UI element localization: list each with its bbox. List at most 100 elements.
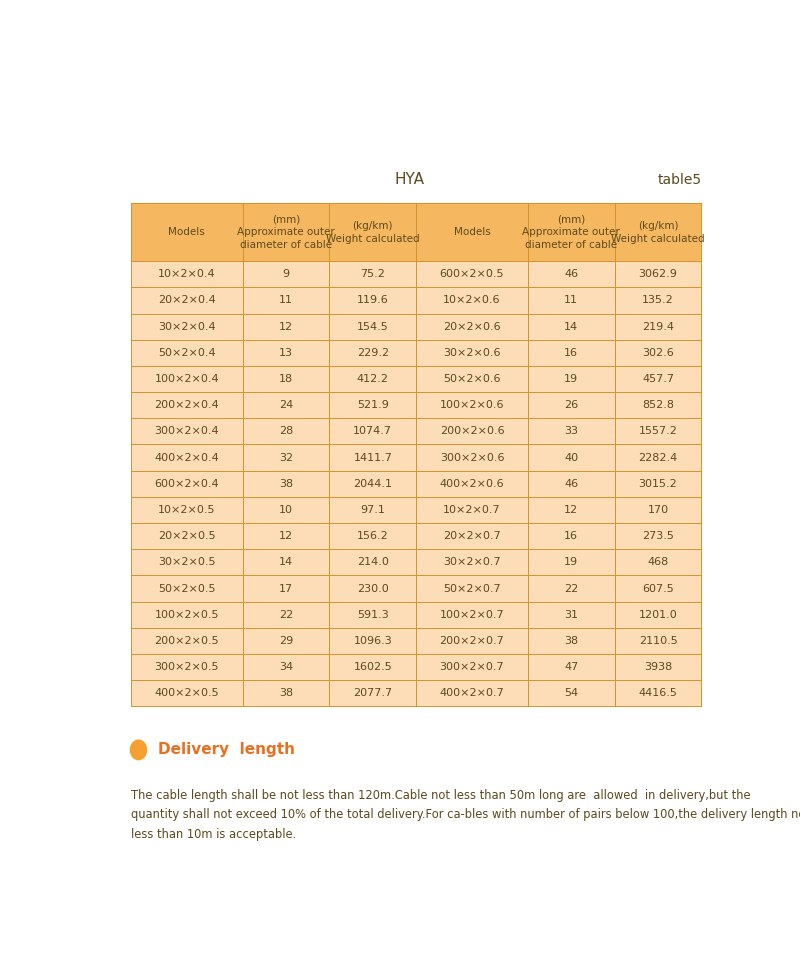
Text: 40: 40 xyxy=(564,452,578,462)
Text: Models: Models xyxy=(169,227,205,237)
Text: (kg/km)
Weight calculated: (kg/km) Weight calculated xyxy=(611,220,705,244)
Text: 607.5: 607.5 xyxy=(642,583,674,594)
Text: 14: 14 xyxy=(279,558,293,567)
Text: 13: 13 xyxy=(279,348,293,358)
Text: 154.5: 154.5 xyxy=(357,322,389,332)
Text: 400×2×0.6: 400×2×0.6 xyxy=(440,479,504,488)
Text: 200×2×0.4: 200×2×0.4 xyxy=(154,400,219,410)
Text: 20×2×0.4: 20×2×0.4 xyxy=(158,295,216,305)
Bar xyxy=(131,204,702,706)
Text: 19: 19 xyxy=(564,558,578,567)
Text: 30×2×0.7: 30×2×0.7 xyxy=(443,558,501,567)
Text: 20×2×0.5: 20×2×0.5 xyxy=(158,531,216,541)
Text: 50×2×0.4: 50×2×0.4 xyxy=(158,348,216,358)
Text: 100×2×0.6: 100×2×0.6 xyxy=(440,400,504,410)
Text: 47: 47 xyxy=(564,662,578,672)
Text: 50×2×0.6: 50×2×0.6 xyxy=(443,374,501,384)
Text: The cable length shall be not less than 120m.Cable not less than 50m long are  a: The cable length shall be not less than … xyxy=(131,789,800,840)
Text: 300×2×0.7: 300×2×0.7 xyxy=(440,662,504,672)
Text: 229.2: 229.2 xyxy=(357,348,389,358)
Text: HYA: HYA xyxy=(395,172,425,187)
Text: 24: 24 xyxy=(279,400,293,410)
Text: 2282.4: 2282.4 xyxy=(638,452,678,462)
Text: 14: 14 xyxy=(564,322,578,332)
Text: (kg/km)
Weight calculated: (kg/km) Weight calculated xyxy=(326,220,420,244)
Text: 1602.5: 1602.5 xyxy=(354,662,392,672)
Text: 468: 468 xyxy=(647,558,669,567)
Text: 20×2×0.7: 20×2×0.7 xyxy=(443,531,501,541)
Text: 22: 22 xyxy=(279,609,293,620)
Text: 591.3: 591.3 xyxy=(357,609,389,620)
Text: 38: 38 xyxy=(279,479,293,488)
Text: 50×2×0.5: 50×2×0.5 xyxy=(158,583,215,594)
Text: 200×2×0.7: 200×2×0.7 xyxy=(440,636,504,645)
Text: 2077.7: 2077.7 xyxy=(354,688,392,698)
Text: 10×2×0.6: 10×2×0.6 xyxy=(443,295,501,305)
Text: 9: 9 xyxy=(282,269,290,279)
Text: 219.4: 219.4 xyxy=(642,322,674,332)
Text: 12: 12 xyxy=(564,505,578,515)
Text: 38: 38 xyxy=(564,636,578,645)
Text: 26: 26 xyxy=(564,400,578,410)
Text: 600×2×0.4: 600×2×0.4 xyxy=(154,479,219,488)
Text: 20×2×0.6: 20×2×0.6 xyxy=(443,322,501,332)
Text: 33: 33 xyxy=(564,426,578,437)
Text: Delivery  length: Delivery length xyxy=(158,742,294,758)
Text: 400×2×0.7: 400×2×0.7 xyxy=(440,688,504,698)
Text: 119.6: 119.6 xyxy=(357,295,389,305)
Text: 2044.1: 2044.1 xyxy=(354,479,392,488)
Text: 3938: 3938 xyxy=(644,662,672,672)
Text: 12: 12 xyxy=(279,531,293,541)
Text: 18: 18 xyxy=(279,374,293,384)
Text: 30×2×0.4: 30×2×0.4 xyxy=(158,322,216,332)
Text: 10: 10 xyxy=(279,505,293,515)
Text: 16: 16 xyxy=(564,348,578,358)
Text: Models: Models xyxy=(454,227,490,237)
Text: 34: 34 xyxy=(279,662,293,672)
Text: 100×2×0.5: 100×2×0.5 xyxy=(154,609,219,620)
Text: 10×2×0.5: 10×2×0.5 xyxy=(158,505,215,515)
Text: 300×2×0.5: 300×2×0.5 xyxy=(154,662,219,672)
Text: 1411.7: 1411.7 xyxy=(354,452,392,462)
Text: 46: 46 xyxy=(564,479,578,488)
Text: 156.2: 156.2 xyxy=(357,531,389,541)
Text: 1074.7: 1074.7 xyxy=(354,426,392,437)
Text: 1096.3: 1096.3 xyxy=(354,636,392,645)
Text: 521.9: 521.9 xyxy=(357,400,389,410)
Text: 50×2×0.7: 50×2×0.7 xyxy=(443,583,501,594)
Text: 28: 28 xyxy=(279,426,293,437)
Text: 17: 17 xyxy=(279,583,293,594)
Text: 10×2×0.4: 10×2×0.4 xyxy=(158,269,216,279)
Text: 200×2×0.5: 200×2×0.5 xyxy=(154,636,219,645)
Text: 273.5: 273.5 xyxy=(642,531,674,541)
Text: 22: 22 xyxy=(564,583,578,594)
Text: 46: 46 xyxy=(564,269,578,279)
Text: 2110.5: 2110.5 xyxy=(638,636,678,645)
Text: 300×2×0.6: 300×2×0.6 xyxy=(440,452,504,462)
Text: 19: 19 xyxy=(564,374,578,384)
Text: 400×2×0.4: 400×2×0.4 xyxy=(154,452,219,462)
Text: 97.1: 97.1 xyxy=(360,505,386,515)
Text: 457.7: 457.7 xyxy=(642,374,674,384)
Text: 11: 11 xyxy=(564,295,578,305)
Text: (mm)
Approximate outer
diameter of cable: (mm) Approximate outer diameter of cable xyxy=(237,214,335,251)
Text: 412.2: 412.2 xyxy=(357,374,389,384)
Text: 100×2×0.4: 100×2×0.4 xyxy=(154,374,219,384)
Text: 38: 38 xyxy=(279,688,293,698)
Text: 30×2×0.5: 30×2×0.5 xyxy=(158,558,215,567)
Text: 852.8: 852.8 xyxy=(642,400,674,410)
Text: 3015.2: 3015.2 xyxy=(638,479,678,488)
Text: 214.0: 214.0 xyxy=(357,558,389,567)
Text: 170: 170 xyxy=(647,505,669,515)
Text: 16: 16 xyxy=(564,531,578,541)
Text: 29: 29 xyxy=(279,636,293,645)
Text: 135.2: 135.2 xyxy=(642,295,674,305)
Text: 100×2×0.7: 100×2×0.7 xyxy=(440,609,504,620)
Text: 600×2×0.5: 600×2×0.5 xyxy=(440,269,504,279)
Text: 32: 32 xyxy=(279,452,293,462)
Text: 200×2×0.6: 200×2×0.6 xyxy=(440,426,504,437)
Text: 400×2×0.5: 400×2×0.5 xyxy=(154,688,219,698)
Text: 75.2: 75.2 xyxy=(360,269,386,279)
Text: 12: 12 xyxy=(279,322,293,332)
Text: 4416.5: 4416.5 xyxy=(638,688,678,698)
